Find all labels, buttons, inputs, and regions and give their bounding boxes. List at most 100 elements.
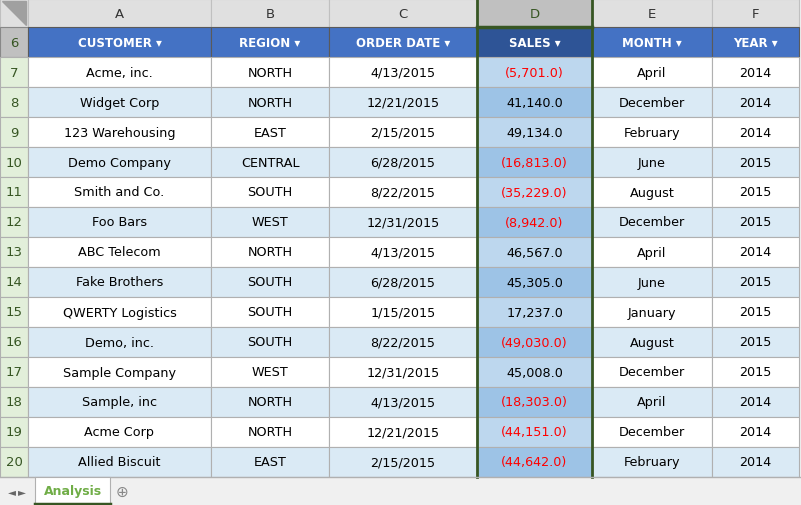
Text: EAST: EAST: [254, 456, 287, 469]
Bar: [211, 417, 329, 447]
Bar: [28, 387, 211, 417]
Text: ►: ►: [18, 486, 26, 496]
Text: April: April: [638, 246, 666, 259]
Text: 13: 13: [6, 246, 22, 259]
Text: February: February: [624, 126, 680, 139]
Bar: [477, 58, 592, 88]
Text: NORTH: NORTH: [248, 96, 292, 109]
Bar: [329, 58, 477, 88]
Text: 4/13/2015: 4/13/2015: [370, 246, 436, 259]
Bar: [28, 297, 211, 327]
Bar: [712, 208, 799, 237]
Bar: [0, 208, 28, 237]
Bar: [28, 208, 211, 237]
Text: F: F: [752, 8, 759, 21]
Text: Smith and Co.: Smith and Co.: [74, 186, 165, 199]
Text: QWERTY Logistics: QWERTY Logistics: [62, 306, 176, 319]
Bar: [211, 178, 329, 208]
Text: 19: 19: [6, 426, 22, 439]
Bar: [211, 237, 329, 268]
Text: 8/22/2015: 8/22/2015: [371, 336, 436, 349]
Bar: [592, 417, 712, 447]
Text: (35,229.0): (35,229.0): [501, 186, 568, 199]
Bar: [712, 268, 799, 297]
Text: 10: 10: [6, 156, 22, 169]
Bar: [329, 28, 477, 58]
Text: April: April: [638, 66, 666, 79]
Bar: [28, 0, 211, 28]
Text: WEST: WEST: [252, 216, 288, 229]
Text: 8: 8: [10, 96, 18, 109]
Text: Analysis: Analysis: [43, 484, 102, 497]
Text: 2/15/2015: 2/15/2015: [370, 456, 436, 469]
Bar: [329, 88, 477, 118]
Bar: [35, 477, 110, 505]
Bar: [28, 28, 211, 58]
Text: 15: 15: [6, 306, 22, 319]
Text: February: February: [624, 456, 680, 469]
Text: Allied Biscuit: Allied Biscuit: [78, 456, 161, 469]
Text: D: D: [529, 8, 540, 21]
Text: 49,134.0: 49,134.0: [506, 126, 563, 139]
Text: December: December: [619, 96, 685, 109]
Text: 2015: 2015: [739, 216, 771, 229]
Bar: [329, 417, 477, 447]
Bar: [592, 118, 712, 147]
Text: 11: 11: [6, 186, 22, 199]
Polygon shape: [2, 2, 26, 26]
Text: 6/28/2015: 6/28/2015: [371, 156, 436, 169]
Text: CENTRAL: CENTRAL: [241, 156, 300, 169]
Text: 41,140.0: 41,140.0: [506, 96, 563, 109]
Text: 17: 17: [6, 366, 22, 379]
Bar: [329, 147, 477, 178]
Bar: [0, 358, 28, 387]
Text: 2014: 2014: [739, 456, 771, 469]
Text: E: E: [648, 8, 656, 21]
Bar: [712, 88, 799, 118]
Bar: [0, 178, 28, 208]
Bar: [329, 268, 477, 297]
Bar: [592, 0, 712, 28]
Text: Acme, inc.: Acme, inc.: [87, 66, 153, 79]
Text: C: C: [398, 8, 408, 21]
Bar: [712, 0, 799, 28]
Bar: [712, 28, 799, 58]
Text: 2014: 2014: [739, 96, 771, 109]
Text: 2015: 2015: [739, 276, 771, 289]
Bar: [0, 58, 28, 88]
Text: 9: 9: [10, 126, 18, 139]
Text: Sample, inc: Sample, inc: [82, 396, 157, 409]
Text: December: December: [619, 426, 685, 439]
Text: ◄: ◄: [8, 486, 16, 496]
Text: (5,701.0): (5,701.0): [505, 66, 564, 79]
Text: 4/13/2015: 4/13/2015: [370, 396, 436, 409]
Text: CUSTOMER ▾: CUSTOMER ▾: [78, 36, 162, 49]
Bar: [592, 147, 712, 178]
Text: 6: 6: [10, 36, 18, 49]
Text: 46,567.0: 46,567.0: [506, 246, 563, 259]
Bar: [28, 58, 211, 88]
Bar: [0, 237, 28, 268]
Text: 12/31/2015: 12/31/2015: [366, 366, 440, 379]
Bar: [0, 147, 28, 178]
Text: (49,030.0): (49,030.0): [501, 336, 568, 349]
Bar: [477, 208, 592, 237]
Bar: [592, 208, 712, 237]
Bar: [0, 477, 801, 505]
Text: 2015: 2015: [739, 186, 771, 199]
Bar: [0, 447, 28, 477]
Bar: [329, 297, 477, 327]
Bar: [592, 178, 712, 208]
Bar: [28, 268, 211, 297]
Bar: [329, 178, 477, 208]
Bar: [211, 147, 329, 178]
Text: SOUTH: SOUTH: [248, 186, 292, 199]
Text: ORDER DATE ▾: ORDER DATE ▾: [356, 36, 450, 49]
Bar: [712, 327, 799, 358]
Bar: [211, 268, 329, 297]
Bar: [477, 0, 592, 28]
Bar: [592, 28, 712, 58]
Bar: [592, 88, 712, 118]
Text: June: June: [638, 276, 666, 289]
Bar: [0, 387, 28, 417]
